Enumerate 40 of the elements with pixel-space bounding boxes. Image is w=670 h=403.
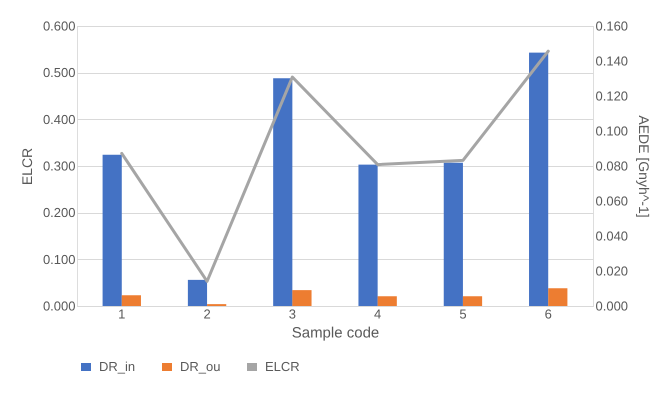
y-tick-label: 0.500 xyxy=(42,65,76,80)
y-tick-label: 0.200 xyxy=(42,205,76,220)
y2-tick-label: 0.100 xyxy=(596,124,628,138)
y-tick-label: 0.600 xyxy=(42,18,76,34)
bar xyxy=(273,78,292,306)
bar xyxy=(378,296,397,306)
bar xyxy=(529,52,548,306)
y2-tick-label: 0.040 xyxy=(596,228,628,244)
legend-label: DR_in xyxy=(99,359,136,374)
x-tick-label: 6 xyxy=(544,306,552,322)
bar xyxy=(188,280,208,306)
y2-tick-label: 0.120 xyxy=(596,88,628,104)
bar xyxy=(548,288,568,306)
x-tick-label: 5 xyxy=(459,306,467,322)
y2-tick-label: 0.140 xyxy=(596,54,628,68)
x-tick-label: 1 xyxy=(118,306,126,322)
y2-tick-label: 0.000 xyxy=(596,298,628,314)
x-tick-label: 2 xyxy=(203,306,211,322)
x-axis-title: Sample code xyxy=(292,324,380,342)
bar xyxy=(292,290,312,306)
bar xyxy=(358,164,378,306)
y-axis-title: ELCR xyxy=(18,148,35,186)
bar xyxy=(444,162,463,306)
y2-tick-label: 0.020 xyxy=(596,264,628,278)
y2-tick-label: 0.160 xyxy=(596,18,628,34)
line-series xyxy=(120,50,550,283)
y-tick-label: 0.000 xyxy=(42,298,76,314)
x-tick-label: 4 xyxy=(374,306,382,322)
legend-label: ELCR xyxy=(265,359,300,374)
y-tick-label: 0.100 xyxy=(42,252,76,267)
legend-label: DR_ou xyxy=(180,359,220,374)
y2-tick-label: 0.060 xyxy=(596,194,628,208)
y2-axis-title: AEDE [Gnyh^-1] xyxy=(636,115,652,218)
bar xyxy=(462,296,482,306)
x-tick-label: 3 xyxy=(288,306,296,322)
y2-tick-label: 0.080 xyxy=(596,158,628,174)
y-tick-label: 0.400 xyxy=(42,112,76,127)
y-tick-label: 0.300 xyxy=(42,158,76,174)
bar xyxy=(122,295,141,306)
bar xyxy=(102,154,122,306)
